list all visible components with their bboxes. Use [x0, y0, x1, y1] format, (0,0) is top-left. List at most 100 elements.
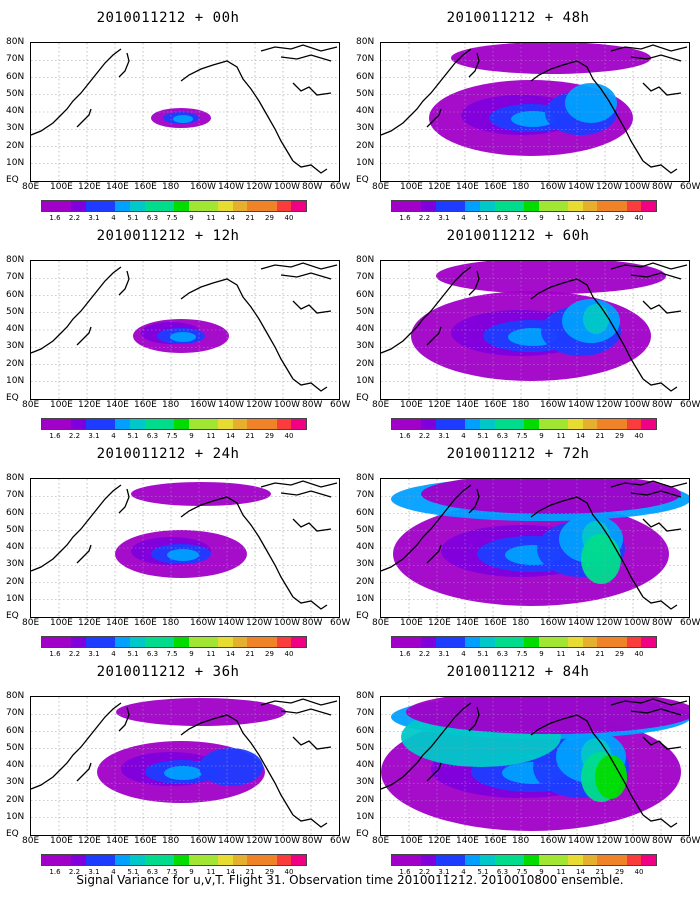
- lat-label: 30N: [356, 123, 375, 134]
- colorbar-label: 2.2: [68, 432, 81, 440]
- variance-contour: [583, 304, 609, 334]
- lon-label: 80W: [652, 182, 673, 192]
- lon-label: 80W: [302, 182, 323, 192]
- lon-label: 160W: [540, 836, 567, 846]
- lat-label: 50N: [356, 88, 375, 99]
- lon-label: 140W: [568, 400, 595, 410]
- lon-label: 120E: [78, 400, 101, 410]
- colorbar-swatch: [115, 855, 130, 865]
- colorbar-swatch: [85, 201, 101, 211]
- lon-label: 180: [512, 836, 530, 846]
- map-svg: [31, 479, 339, 617]
- colorbar-swatch: [553, 201, 568, 211]
- colorbar-swatch: [582, 419, 598, 429]
- coastline: [31, 702, 122, 790]
- lon-label: 120W: [596, 400, 623, 410]
- coastline: [642, 814, 678, 828]
- variance-contour: [436, 261, 666, 294]
- colorbar-swatch: [56, 855, 72, 865]
- colorbar-swatch: [567, 855, 583, 865]
- colorbar-label: 7.5: [166, 868, 178, 876]
- colorbar-swatch: [611, 419, 627, 429]
- colorbar-label: 6.3: [496, 214, 509, 222]
- lat-label: 80N: [6, 473, 25, 483]
- colorbar-label: 5.1: [477, 868, 489, 876]
- lon-label: 60W: [680, 618, 700, 628]
- map-panel-p48: 2010011212 + 48h 80N 70N 60N 50N 40N 30N 20N 10N…: [356, 4, 700, 222]
- colorbar-swatch: [567, 201, 583, 211]
- coastline: [530, 496, 644, 598]
- colorbar-label: 3.1: [88, 868, 100, 876]
- lon-label: 120W: [596, 836, 623, 846]
- colorbar-label: 14: [576, 214, 585, 222]
- coastline: [630, 54, 682, 62]
- colorbar-swatch: [392, 201, 407, 211]
- colorbar-label: 4: [461, 432, 466, 440]
- colorbar-swatch: [276, 637, 292, 647]
- colorbar-swatch: [217, 419, 233, 429]
- lat-label: 50N: [356, 742, 375, 753]
- colorbar-label: 40: [284, 650, 294, 658]
- colorbar-swatch: [291, 637, 306, 647]
- colorbar-swatch: [626, 419, 642, 429]
- colorbar-label: 6.3: [496, 868, 509, 876]
- colorbar-swatch: [553, 637, 568, 647]
- colorbar-swatch: [509, 855, 524, 865]
- colorbar-swatch: [42, 419, 57, 429]
- colorbar-label: 2.2: [418, 650, 431, 658]
- lon-label: 140W: [568, 182, 595, 192]
- colorbar-label: 5.1: [127, 432, 139, 440]
- lon-label: 120E: [78, 618, 101, 628]
- colorbar-label: 40: [634, 432, 644, 440]
- lat-label: 40N: [356, 542, 375, 552]
- colorbar-swatch: [291, 201, 306, 211]
- colorbar-swatch: [261, 201, 277, 211]
- variance-contour: [565, 83, 617, 123]
- lon-label: 120E: [78, 182, 101, 192]
- coastline: [610, 44, 688, 52]
- lat-label: EQ: [356, 175, 369, 185]
- colorbar-label: 40: [634, 650, 644, 658]
- colorbar-swatch: [597, 855, 612, 865]
- colorbar-swatch: [465, 855, 480, 865]
- lat-label: 10N: [6, 811, 25, 822]
- colorbar-swatch: [56, 419, 72, 429]
- coastline: [180, 714, 294, 816]
- colorbar-label: 21: [245, 868, 255, 876]
- colorbar-label: 14: [226, 214, 235, 222]
- colorbar-label: 11: [206, 868, 216, 876]
- colorbar-label: 1.6: [49, 868, 61, 876]
- lat-label: 30N: [6, 777, 25, 788]
- colorbar-swatch: [479, 201, 495, 211]
- colorbar-label: 5.1: [127, 650, 139, 658]
- panel-title: 2010011212 + 84h: [446, 664, 590, 680]
- coastline: [280, 54, 332, 62]
- lon-label: 100E: [400, 400, 423, 410]
- coastline: [642, 518, 682, 532]
- colorbar-swatch: [100, 855, 116, 865]
- coastline: [292, 82, 332, 96]
- lon-label: 140E: [106, 836, 129, 846]
- colorbar-swatch: [523, 855, 539, 865]
- lat-label: 80N: [6, 255, 25, 265]
- colorbar-swatch: [188, 201, 204, 211]
- colorbar-swatch: [71, 855, 86, 865]
- colorbar-swatch: [188, 855, 204, 865]
- lon-label: 80W: [652, 618, 673, 628]
- map-plot-area: [30, 478, 340, 618]
- colorbar-label: 29: [615, 868, 624, 876]
- variance-contour: [421, 479, 681, 514]
- variance-contour: [173, 115, 193, 123]
- colorbar-label: 7.5: [516, 868, 528, 876]
- colorbar-swatch: [247, 637, 262, 647]
- colorbar-label: 5.1: [477, 650, 489, 658]
- coastline: [381, 484, 472, 572]
- lat-label: 30N: [6, 559, 25, 570]
- lat-label: 20N: [6, 358, 25, 369]
- colorbar-swatch: [626, 637, 642, 647]
- lon-label: 100E: [50, 836, 73, 846]
- colorbar-swatch: [465, 201, 480, 211]
- colorbar-swatch: [509, 419, 524, 429]
- lon-label: 80E: [22, 618, 40, 628]
- colorbar-label: 29: [265, 214, 274, 222]
